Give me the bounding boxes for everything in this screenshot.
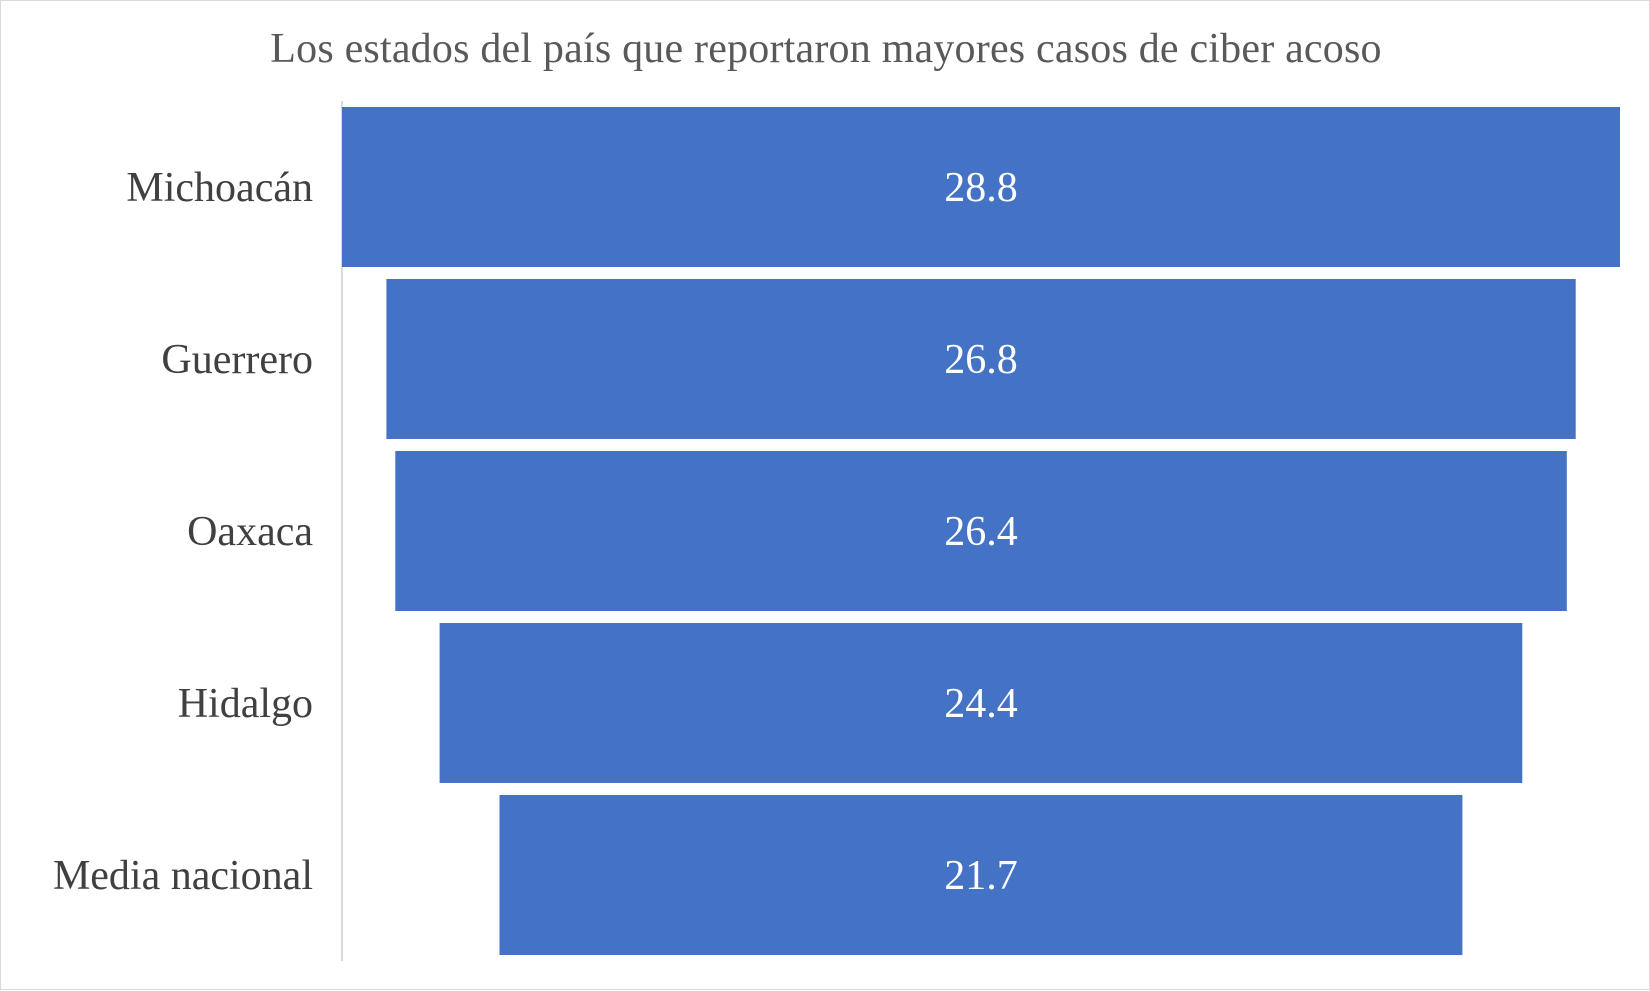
data-label: 28.8 — [944, 165, 1018, 211]
funnel-bar — [342, 107, 1620, 267]
funnel-bar — [395, 451, 1567, 611]
funnel-bar — [386, 279, 1576, 439]
category-label: Guerrero — [161, 337, 313, 383]
data-label: 26.8 — [944, 337, 1018, 383]
category-label: Media nacional — [53, 853, 313, 899]
category-label: Michoacán — [126, 165, 313, 211]
data-label: 21.7 — [944, 853, 1018, 899]
funnel-bar — [439, 623, 1523, 783]
data-label: 26.4 — [944, 509, 1018, 555]
chart-title: Los estados del país que reportaron mayo… — [270, 26, 1382, 72]
category-label: Hidalgo — [178, 681, 313, 727]
data-label: 24.4 — [944, 681, 1018, 727]
category-label: Oaxaca — [187, 509, 313, 555]
funnel-bar — [499, 795, 1463, 955]
